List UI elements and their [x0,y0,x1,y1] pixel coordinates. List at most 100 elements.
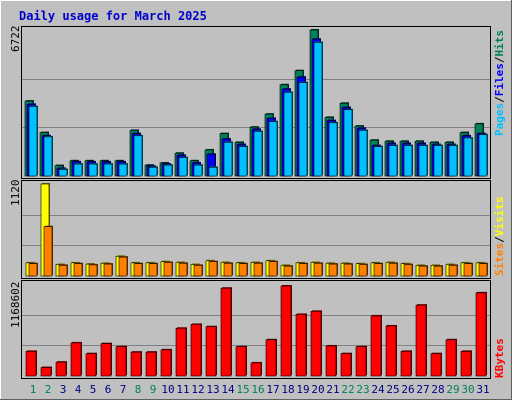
kbytes-bar [40,366,52,377]
hits-files-pages-panel [21,26,491,179]
kbytes-bar-face [430,353,442,377]
pages-bar [298,81,308,177]
pages-bar-face [373,146,383,177]
pages-bar [223,141,233,177]
kbytes-bar-face [205,326,217,377]
sites-bar-face [343,263,353,277]
kbytes-bar-face [265,339,277,377]
bot-legend: KBytes [493,338,506,378]
pages-bar [433,144,443,177]
pages-bar-face [193,164,203,177]
sites-bar-face [253,262,263,277]
pages-bar-face [448,145,458,177]
pages-bar-face [88,163,98,177]
pages-bar-face [268,121,278,177]
day-label: 9 [150,383,157,396]
pages-bar-face [403,145,413,177]
pages-bar-face [463,137,473,177]
legend-sites: Sites [493,243,506,276]
day-label: 26 [401,383,414,396]
pages-bar [343,108,353,177]
sites-bar-face [433,265,443,277]
day-label: 30 [461,383,474,396]
pages-bar-face [418,145,428,177]
legend-sep: / [493,236,506,243]
kbytes-bar-face [295,314,307,377]
pages-bar-face [163,164,173,177]
kbytes-bar-face [55,361,67,377]
kbytes-bar-face [355,346,367,377]
day-label: 16 [251,383,264,396]
kbytes-bar [340,352,352,377]
kbytes-bar [280,285,292,377]
pages-bar-face [238,146,248,177]
day-label: 19 [296,383,309,396]
pages-bar [178,156,188,177]
pages-bar-face [388,145,398,177]
legend-sep: / [493,56,506,63]
kbytes-bar-face [310,311,322,377]
kbytes-bar [175,327,187,377]
sites-bar [283,265,293,277]
day-label: 25 [386,383,399,396]
sites-bar [478,262,488,277]
kbytes-bar [460,350,472,377]
pages-bar [283,91,293,177]
kbytes-bar [70,341,82,377]
sites-bar [133,262,143,277]
pages-bar-face [133,135,143,177]
kbytes-bar-face [160,349,172,377]
sites-bar-face [118,256,128,277]
kbytes-bar-face [475,292,487,377]
sites-bar-face [148,263,158,277]
day-label: 4 [75,383,82,396]
kbytes-bar [310,310,322,377]
pages-bar-face [478,134,488,177]
pages-bar [163,164,173,177]
kbytes-bar-face [25,351,37,377]
day-label: 13 [206,383,219,396]
sites-bar-face [58,265,68,277]
day-label: 31 [476,383,489,396]
pages-bar [268,120,278,177]
legend-files: Files [493,63,506,96]
pages-bar-face [358,130,368,177]
kbytes-bar [415,304,427,377]
kbytes-bar-face [445,339,457,377]
pages-bar-face [328,122,338,177]
top-panel-max-label: 6722 [9,26,22,53]
sites-bar-face [328,263,338,277]
pages-bar [418,144,428,177]
day-label: 14 [221,383,235,396]
pages-bar [103,163,113,177]
sites-bar [223,262,233,277]
kbytes-bar-face [145,351,157,377]
kbytes-bar [385,324,397,377]
sites-bar [148,262,158,277]
pages-bar [238,145,248,177]
kbytes-bar [235,345,247,377]
pages-bar-face [43,136,53,177]
pages-bar [388,144,398,177]
kbytes-bar-face [250,362,262,377]
kbytes-bar [205,325,217,377]
sites-bar-face [238,263,248,277]
pages-bar-face [208,167,218,177]
day-label: 5 [90,383,97,396]
kbytes-bar [220,287,232,377]
sites-bar-face [418,265,428,277]
kbytes-bar-face [385,325,397,377]
sites-bar-face [208,261,218,277]
sites-bar-face [373,263,383,277]
day-label: 8 [135,383,142,396]
pages-bar [148,166,158,177]
pages-bar-face [223,142,233,177]
legend-pages: Pages [493,103,506,136]
sites-bar [463,262,473,277]
sites-bar [433,265,443,277]
pages-bar-face [148,167,158,177]
sites-bar [418,265,428,277]
day-label: 6 [105,383,112,396]
kbytes-bar [115,345,127,377]
